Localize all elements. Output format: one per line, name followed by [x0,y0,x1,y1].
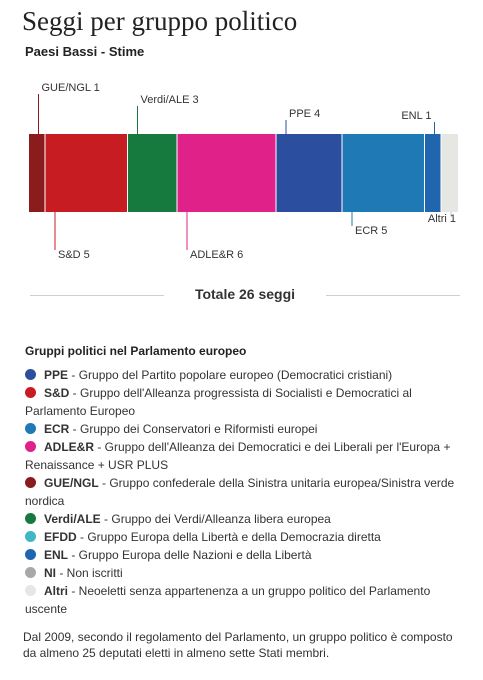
page-title: Seggi per gruppo politico [22,6,298,36]
legend-item: ECR - Gruppo dei Conservatori e Riformis… [23,420,463,438]
legend-item: NI - Non iscritti [23,564,463,582]
legend-description: Gruppo Europa della Libertà e della Demo… [87,530,381,544]
legend-item: PPE - Gruppo del Partito popolare europe… [23,366,463,384]
legend-item: S&D - Gruppo dell'Alleanza progressista … [25,386,412,418]
legend-color-swatch [25,369,36,380]
legend-abbr: S&D [44,386,70,400]
bar-label: ECR 5 [355,225,387,237]
legend-abbr: ENL [44,548,68,562]
legend-color-swatch [25,477,36,488]
bar-label: S&D 5 [58,249,90,261]
legend-color-swatch [25,441,36,452]
legend-description: Neoeletti senza appartenenza a un gruppo… [25,584,431,616]
legend-abbr: Verdi/ALE [44,512,101,526]
legend-description: Gruppo Europa delle Nazioni e della Libe… [78,548,312,562]
legend-color-swatch [25,387,36,398]
legend-description: Gruppo dei Verdi/Alleanza libera europea [111,512,331,526]
legend-description: Gruppo confederale della Sinistra unitar… [25,476,455,508]
legend-color-swatch [25,423,36,434]
legend-item: Altri - Neoeletti senza appartenenza a u… [25,584,431,616]
legend-description: Gruppo del Partito popolare europeo (Dem… [78,368,393,382]
legend-description: Gruppo dell'Alleanza progressista di Soc… [25,386,412,418]
divider-left [30,295,164,296]
bar-segment [441,134,458,212]
legend-color-swatch [25,513,36,524]
legend-abbr: GUE/NGL [44,476,99,490]
legend-abbr: NI [44,566,56,580]
footnote: Dal 2009, secondo il regolamento del Par… [23,630,453,660]
divider-right [326,295,460,296]
legend-description: Non iscritti [66,566,123,580]
total-seats-row: Totale 26 seggi [30,286,460,304]
legend-title: Gruppi politici nel Parlamento europeo [25,344,247,358]
legend-description: Gruppo dell'Alleanza dei Democratici e d… [25,440,451,472]
legend-item: ADLE&R - Gruppo dell'Alleanza dei Democr… [25,440,451,472]
bar-segment [29,134,45,212]
legend-color-swatch [25,549,36,560]
legend-abbr: PPE [44,368,69,382]
legend-abbr: ECR [44,422,70,436]
bar-segment [276,134,342,212]
legend-abbr: EFDD [44,530,77,544]
total-seats: Totale 26 seggi [194,286,296,302]
legend-abbr: Altri [44,584,68,598]
chart-subtitle: Paesi Bassi - Stime [25,44,145,59]
legend-item: Verdi/ALE - Gruppo dei Verdi/Alleanza li… [23,510,463,528]
bar-segment [45,134,127,212]
legend: PPE - Gruppo del Partito popolare europe… [23,366,463,618]
bar-segment [425,134,441,212]
bar-segment [177,134,276,212]
stacked-seat-bar-chart: GUE/NGL 1 S&D 5 Verdi/ALE 3 ADLE&R 6 PPE 4 EC… [29,82,458,261]
bar-label: PPE 4 [289,108,320,120]
legend-description: Gruppo dei Conservatori e Riformisti eur… [80,422,318,436]
legend-item: EFDD - Gruppo Europa della Libertà e del… [23,528,463,546]
legend-item: ENL - Gruppo Europa delle Nazioni e dell… [23,546,463,564]
legend-color-swatch [25,567,36,578]
bar-label: GUE/NGL 1 [42,82,100,94]
legend-item: GUE/NGL - Gruppo confederale della Sinis… [25,476,455,508]
legend-color-swatch [25,585,36,596]
bar-segment [128,134,177,212]
legend-color-swatch [25,531,36,542]
bar-label: Altri 1 [428,213,456,225]
bar-label: Verdi/ALE 3 [141,94,199,106]
bar-label: ENL 1 [401,110,431,122]
bar-label: ADLE&R 6 [190,249,243,261]
bar-segment [342,134,424,212]
legend-abbr: ADLE&R [44,440,94,454]
